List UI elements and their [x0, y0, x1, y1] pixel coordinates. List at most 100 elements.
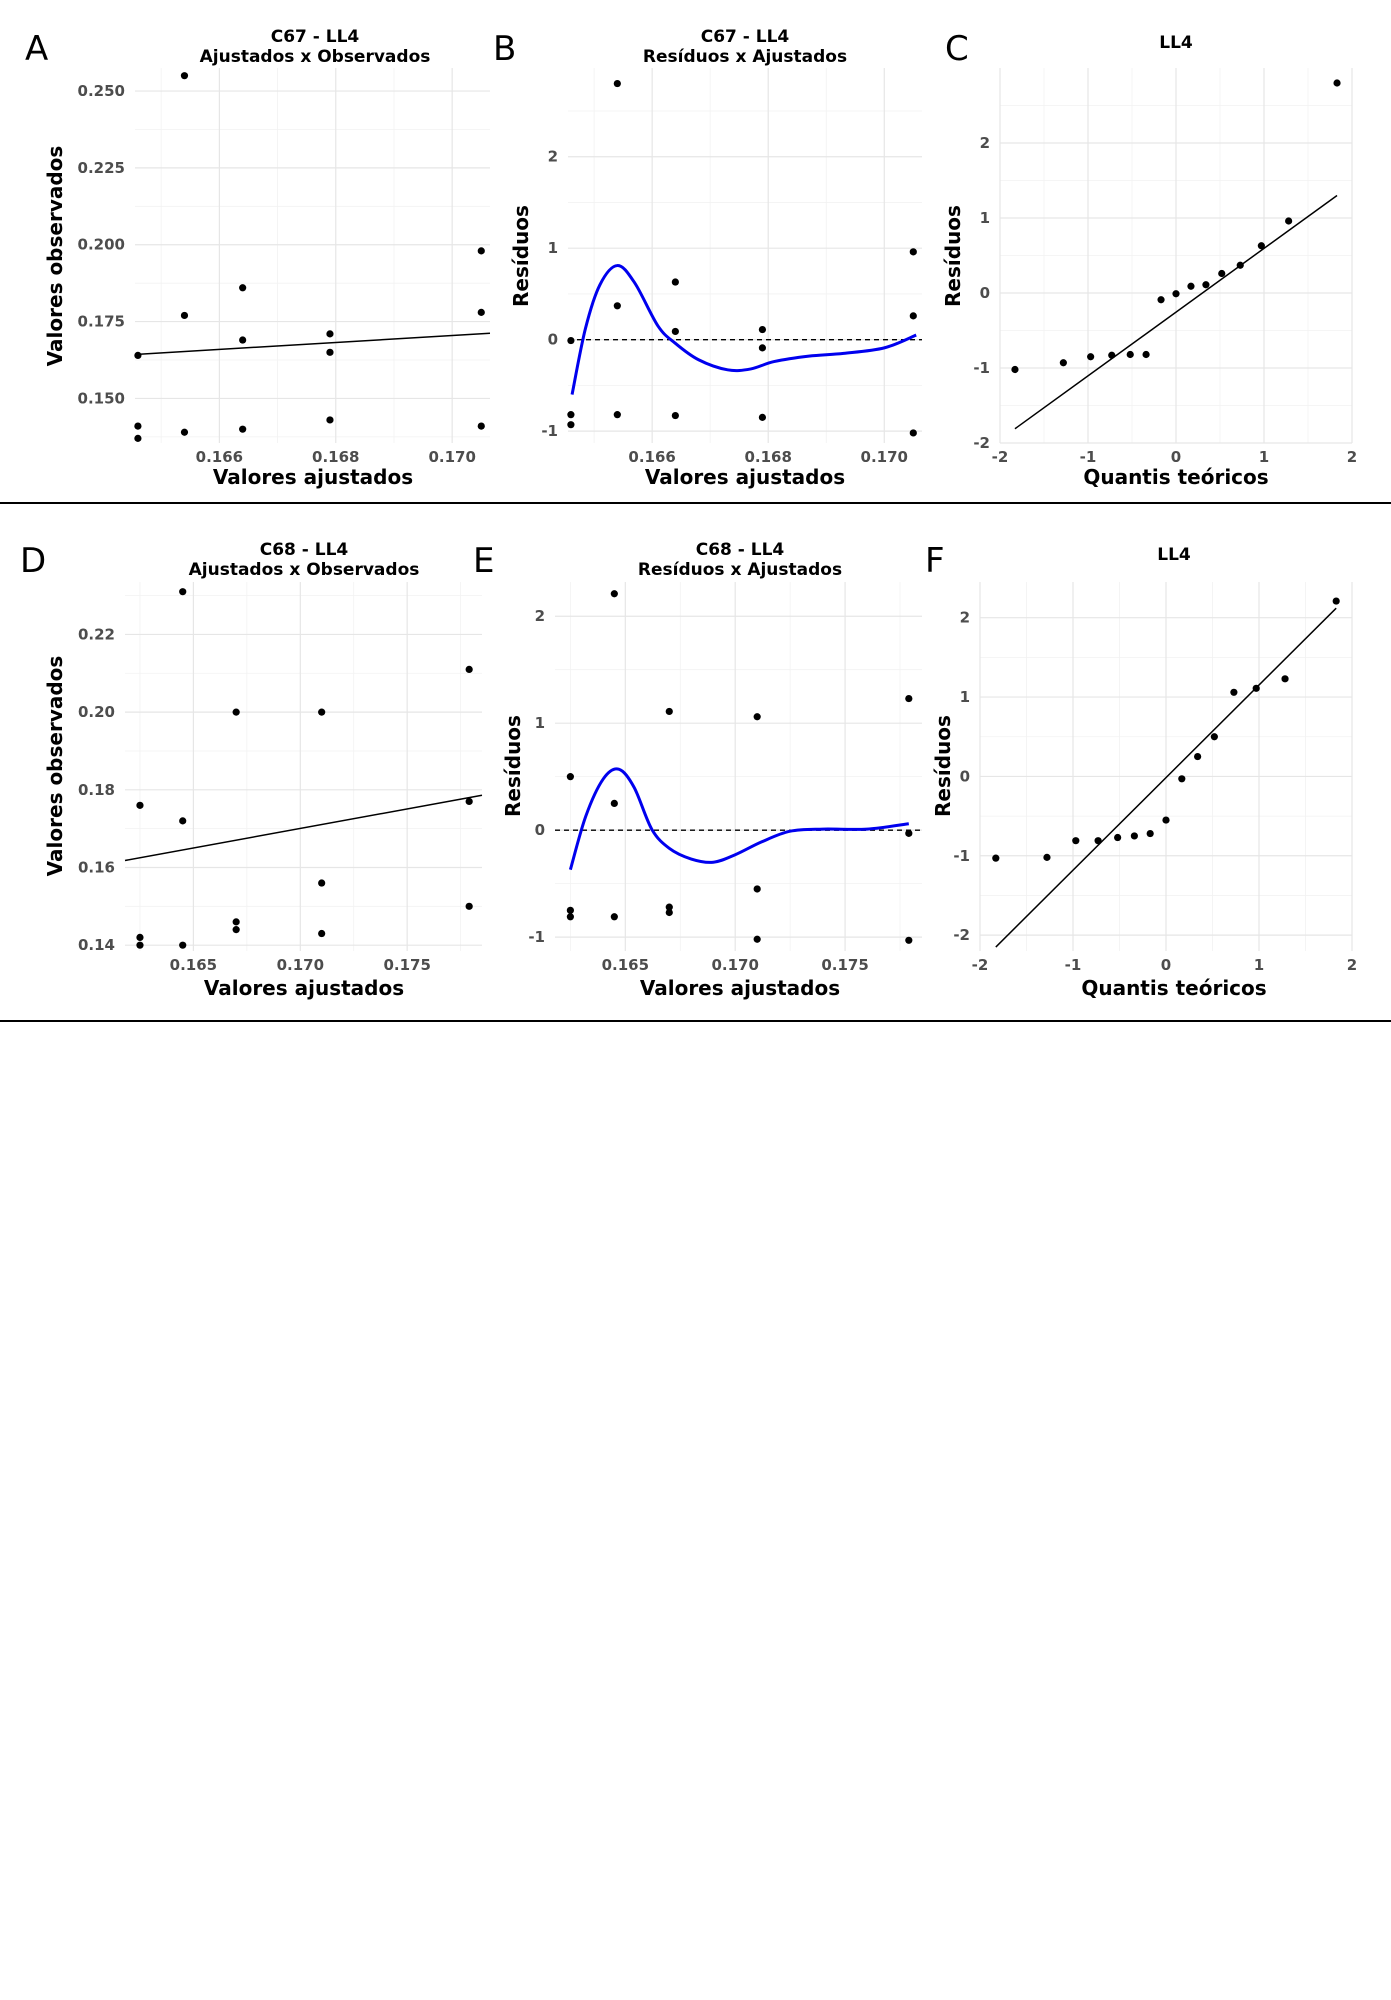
chart-title-line: Resíduos x Ajustados [643, 47, 847, 67]
y-tick-label: 0 [535, 821, 545, 839]
panel-letter: B [493, 29, 516, 69]
data-point [465, 902, 473, 910]
y-tick-label: 0.22 [78, 625, 115, 643]
chart-title: LL4 [1159, 33, 1193, 53]
data-point [613, 302, 621, 310]
x-tick-label: 0.170 [428, 448, 475, 466]
data-point [134, 422, 142, 430]
x-tick-label: -1 [1065, 956, 1082, 974]
data-point [1108, 351, 1116, 359]
data-point [905, 829, 913, 837]
data-point [326, 348, 334, 356]
smooth-curve [570, 264, 917, 395]
data-point [179, 588, 187, 596]
data-point [179, 941, 187, 949]
x-tick-label: 0.168 [744, 448, 791, 466]
data-point [232, 926, 240, 934]
data-point [613, 411, 621, 419]
x-tick-label: 0.170 [277, 956, 324, 974]
data-point [665, 707, 673, 716]
x-tick-label: 0.170 [711, 956, 758, 974]
data-point [610, 799, 618, 808]
panel-3: 0.165 0.170 0.175 0.14 0.16 0.18 0.20 0.22 D C68 … [20, 540, 483, 1000]
data-point [134, 434, 142, 442]
data-point [566, 773, 574, 781]
data-point [758, 325, 767, 334]
chart-title-line: C67 - LL4 [701, 27, 790, 47]
data-point [1094, 837, 1102, 845]
chart-title: LL4 [1157, 545, 1191, 565]
data-point [180, 311, 189, 320]
data-point [566, 913, 574, 921]
chart-title: C67 - LL4 Resíduos x Ajustados [643, 27, 847, 67]
y-tick-label: 0 [980, 284, 990, 302]
x-axis-label: Valores ajustados [213, 465, 413, 489]
y-tick-label: -1 [953, 847, 970, 865]
data-point [1257, 242, 1265, 250]
data-point [326, 330, 334, 338]
y-tick-label: 2 [535, 607, 545, 625]
data-point [909, 248, 917, 256]
data-point [1157, 296, 1165, 304]
data-point [1281, 675, 1289, 683]
chart-title: C68 - LL4 Resíduos x Ajustados [638, 540, 842, 580]
data-point [1114, 833, 1122, 842]
x-axis-label: Quantis teóricos [1083, 465, 1268, 489]
y-axis-label: Valores observados [43, 656, 67, 877]
y-axis-label: Resíduos [941, 205, 965, 307]
data-point [1146, 829, 1154, 838]
y-tick-label: 0 [548, 331, 558, 349]
data-point [179, 817, 187, 825]
chart-title-line: Ajustados x Observados [200, 47, 431, 67]
data-point [1252, 684, 1260, 692]
chart-title: C68 - LL4 Ajustados x Observados [189, 540, 420, 580]
fit-line [124, 794, 483, 862]
x-tick-label: 0.175 [383, 956, 430, 974]
panel-0: 0.166 0.168 0.170 0.150 0.175 0.200 0.225 0.250… [25, 27, 491, 489]
y-tick-label: -1 [973, 359, 990, 377]
data-point [1059, 359, 1067, 367]
data-point [1087, 353, 1095, 361]
data-point [909, 429, 917, 437]
data-point [239, 336, 247, 344]
x-axis-label: Valores ajustados [204, 976, 404, 1000]
data-point [318, 708, 326, 716]
data-point [1210, 733, 1218, 741]
x-tick-label: 0.165 [170, 956, 217, 974]
y-tick-label: 1 [535, 714, 545, 732]
panel-letter: A [25, 29, 48, 69]
data-point [232, 918, 240, 926]
data-point [326, 416, 334, 424]
data-point [671, 327, 679, 336]
chart-title-line: C68 - LL4 [696, 540, 785, 560]
data-point [567, 411, 575, 419]
y-tick-label: 0.200 [78, 236, 125, 254]
y-axis-label: Resíduos [509, 205, 533, 307]
data-point [180, 72, 189, 80]
y-tick-label: -2 [973, 434, 990, 452]
x-tick-label: -2 [992, 448, 1009, 466]
x-tick-label: 1 [1259, 448, 1269, 466]
data-point [477, 247, 485, 255]
data-point [753, 885, 761, 893]
x-tick-label: 0.168 [312, 448, 359, 466]
y-axis-label: Resíduos [931, 715, 955, 817]
y-tick-label: 0.150 [78, 389, 125, 407]
panel-letter: D [20, 541, 46, 581]
y-tick-label: 0.20 [78, 703, 115, 721]
data-point [1236, 261, 1244, 269]
data-point [1333, 79, 1341, 87]
y-tick-label: 1 [980, 209, 990, 227]
data-point [1230, 688, 1238, 696]
data-point [567, 336, 575, 345]
chart-title-line: C67 - LL4 [271, 27, 360, 47]
data-point [1285, 217, 1293, 225]
data-point [136, 801, 144, 809]
x-tick-label: -2 [972, 956, 989, 974]
data-point [232, 708, 240, 716]
x-tick-label: 0 [1171, 448, 1181, 466]
data-point [1194, 752, 1202, 761]
data-point [465, 665, 473, 673]
data-point [567, 421, 575, 429]
x-tick-label: 0.165 [602, 956, 649, 974]
